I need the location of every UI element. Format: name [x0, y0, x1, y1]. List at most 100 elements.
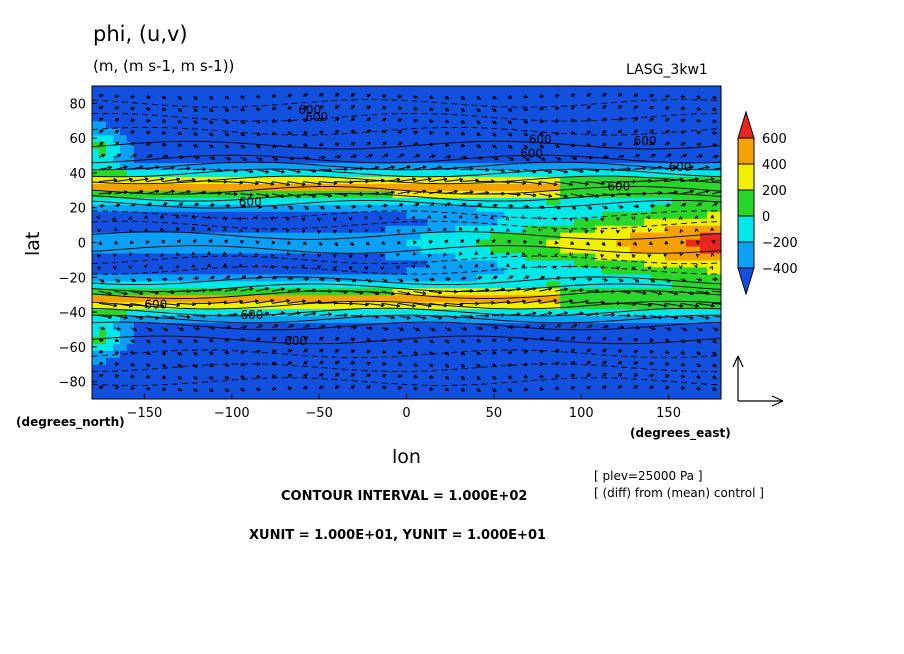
- contour-cell: [252, 371, 261, 379]
- wind-vector-head: [265, 193, 270, 197]
- contour-cell: [245, 99, 254, 108]
- contour-cell: [245, 120, 254, 129]
- contour-cell: [273, 273, 282, 282]
- contour-cell: [357, 134, 366, 143]
- wind-vector: [271, 288, 285, 292]
- contour-cell: [322, 162, 331, 171]
- contour-cell: [175, 225, 184, 233]
- contour-cell: [126, 378, 135, 386]
- contour-cell: [413, 162, 422, 171]
- contour-cell: [294, 86, 303, 94]
- contour-cell: [700, 113, 708, 122]
- contour-cell: [497, 371, 505, 379]
- contour-cell: [231, 176, 240, 184]
- contour-cell: [637, 169, 645, 178]
- contour-cell: [518, 294, 526, 303]
- contour-cell: [133, 162, 142, 171]
- contour-cell: [637, 336, 645, 344]
- contour-cell: [189, 364, 198, 372]
- contour-cell: [189, 162, 198, 171]
- contour-cell: [406, 329, 415, 337]
- contour-cell: [245, 204, 254, 212]
- wind-vector-head: [144, 228, 147, 233]
- contour-cell: [518, 127, 526, 136]
- contour-cell: [119, 99, 128, 108]
- contour-cell: [259, 343, 268, 351]
- contour-cell: [147, 322, 156, 331]
- contour-cell: [259, 385, 268, 393]
- contour-cell: [133, 336, 142, 344]
- contour-cell: [371, 141, 380, 150]
- contour-cell: [434, 204, 443, 212]
- contour-cell: [385, 155, 394, 164]
- contour-cell: [133, 252, 142, 261]
- contour-cell: [637, 357, 645, 365]
- contour-cell: [378, 127, 387, 136]
- contour-cell: [315, 308, 324, 317]
- contour-cell: [217, 86, 226, 94]
- contour-cell: [693, 378, 701, 386]
- contour-cell: [623, 350, 631, 358]
- contour-cell: [455, 218, 464, 226]
- contour-cell: [392, 371, 401, 379]
- contour-cell: [497, 225, 505, 233]
- contour-cell: [210, 218, 219, 226]
- contour-cell: [357, 99, 366, 108]
- contour-cell: [315, 232, 324, 240]
- wind-vector-head: [256, 362, 261, 365]
- contour-cell: [161, 273, 170, 282]
- contour-cell: [287, 113, 296, 122]
- contour-cell: [707, 308, 715, 317]
- contour-cell: [427, 364, 436, 372]
- contour-cell: [350, 294, 359, 303]
- contour-cell: [182, 99, 191, 108]
- contour-cell: [175, 266, 184, 275]
- contour-cell: [574, 343, 582, 351]
- contour-cell: [224, 315, 233, 324]
- contour-cell: [357, 357, 366, 365]
- contour-cell: [378, 197, 387, 205]
- contour-cell: [203, 99, 212, 108]
- wind-vector-head: [249, 192, 254, 196]
- contour-cell: [210, 99, 219, 108]
- contour-cell: [595, 86, 603, 94]
- contour-cell: [147, 127, 156, 136]
- contour-cell: [203, 392, 212, 399]
- contour-cell: [273, 120, 282, 129]
- contour-cell: [707, 99, 715, 108]
- contour-cell: [441, 162, 450, 171]
- contour-cell: [630, 392, 638, 399]
- contour-cell: [147, 357, 156, 365]
- contour-cell: [357, 155, 366, 164]
- wind-vector-head: [223, 228, 225, 232]
- contour-cell: [266, 232, 275, 240]
- contour-cell: [581, 378, 589, 386]
- contour-cell: [308, 113, 317, 122]
- contour-cell: [357, 259, 366, 268]
- contour-cell: [238, 357, 247, 365]
- contour-cell: [196, 113, 205, 122]
- contour-cell: [322, 141, 331, 150]
- contour-cell: [700, 99, 708, 108]
- contour-cell: [378, 99, 387, 108]
- contour-cell: [406, 155, 415, 164]
- wind-vector-head: [187, 314, 191, 318]
- contour-cell: [287, 197, 296, 205]
- contour-cell: [245, 350, 254, 358]
- contour-cell: [448, 141, 457, 150]
- contour-cell: [154, 120, 163, 129]
- contour-cell: [210, 120, 219, 129]
- contour-cell: [92, 225, 100, 233]
- contour-cell: [245, 280, 254, 289]
- contour-cell: [308, 245, 317, 254]
- contour-cell: [560, 294, 568, 303]
- contour-cell: [392, 127, 401, 136]
- contour-cell: [686, 322, 694, 331]
- contour-cell: [700, 148, 708, 157]
- contour-cell: [441, 211, 450, 219]
- contour-cell: [441, 252, 450, 261]
- contour-cell: [98, 99, 107, 108]
- contour-cell: [329, 120, 338, 129]
- contour-cell: [168, 225, 177, 233]
- contour-cell: [546, 218, 554, 226]
